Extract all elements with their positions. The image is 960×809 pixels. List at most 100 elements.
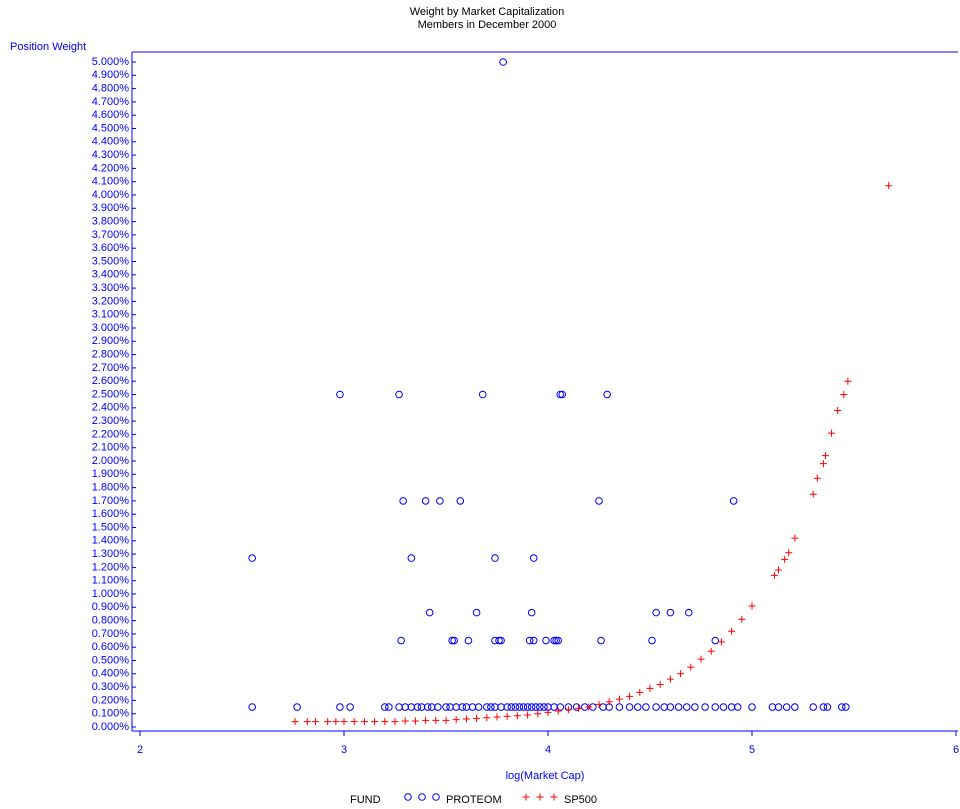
y-tick-label: 0.200% [92,694,130,706]
point [775,566,783,574]
point [529,554,538,562]
y-tick-label: 3.800% [92,216,130,228]
legend-marker [536,793,544,801]
point [660,703,669,711]
point [585,703,593,711]
point [527,703,536,711]
point [554,707,562,715]
point [711,636,720,645]
point [464,636,473,645]
point [837,703,846,711]
point [625,703,634,711]
point [615,695,623,703]
point [493,713,501,721]
point [809,703,818,711]
point [478,390,487,399]
point [523,703,532,711]
y-tick-label: 3.600% [92,242,130,254]
point [503,703,512,711]
point [360,718,368,726]
point [456,497,465,505]
point [507,703,516,711]
y-tick-label: 0.600% [92,641,130,653]
point [701,703,709,711]
point [536,703,544,711]
point [472,608,481,617]
point [442,716,450,724]
legend-marker [550,793,558,801]
y-tick-label: 2.000% [92,455,130,467]
y-tick-label: 4.900% [92,69,130,81]
point [303,718,311,726]
point [809,490,817,498]
y-tick-label: 3.300% [92,282,130,294]
point [432,716,440,724]
y-tick-label: 4.200% [92,162,130,174]
y-tick-label: 0.100% [92,708,130,720]
point [687,663,695,671]
y-tick-label: 4.300% [92,149,130,161]
point [719,703,728,711]
legend-marker [404,793,412,801]
y-tick-label: 4.700% [92,96,130,108]
point [487,703,495,711]
y-tick-label: 2.200% [92,428,130,440]
x-axis-label: log(Market Cap) [506,770,585,782]
point [511,703,520,711]
y-tick-label: 3.100% [92,309,130,321]
y-tick-label: 3.200% [92,295,130,307]
point [554,636,563,645]
y-tick-label: 1.600% [92,508,130,520]
point [474,703,483,711]
point [248,703,256,711]
point [648,636,656,645]
point [770,571,778,579]
y-tick-label: 4.500% [92,122,130,134]
point [666,675,674,683]
y-tick-label: 4.100% [92,176,130,188]
point [311,718,319,726]
y-tick-label: 0.400% [92,668,130,680]
point [575,704,583,712]
y-tick-label: 0.900% [92,601,130,613]
legend-label: PROTEOM [446,794,502,806]
point [785,549,793,557]
point [782,703,791,711]
point [425,608,434,617]
point [527,608,536,617]
point [666,608,675,617]
y-tick-label: 3.700% [92,229,130,241]
point [401,703,410,711]
point [436,497,444,505]
y-tick-label: 5.000% [92,56,130,68]
point [572,703,581,711]
point [399,497,407,505]
legend-marker [522,793,530,801]
point [615,703,624,711]
point [483,703,491,711]
point [248,554,256,562]
y-tick-label: 2.500% [92,388,130,400]
point [636,688,644,696]
y-tick-label: 0.000% [92,721,130,733]
y-tick-label: 3.900% [92,202,130,214]
point [717,638,725,646]
y-tick-label: 2.600% [92,375,130,387]
point [381,718,389,726]
y-tick-label: 3.400% [92,269,130,281]
point [446,703,454,711]
point [834,406,842,414]
point [293,703,301,711]
point [682,703,691,711]
point [336,390,344,399]
point [458,703,467,711]
y-tick-label: 4.000% [92,189,130,201]
point [885,182,893,190]
x-tick-label: 6 [953,744,959,756]
y-tick-label: 0.300% [92,681,130,693]
point [819,460,827,468]
point [558,390,567,399]
point [413,703,422,711]
point [473,714,481,722]
point [544,708,552,716]
